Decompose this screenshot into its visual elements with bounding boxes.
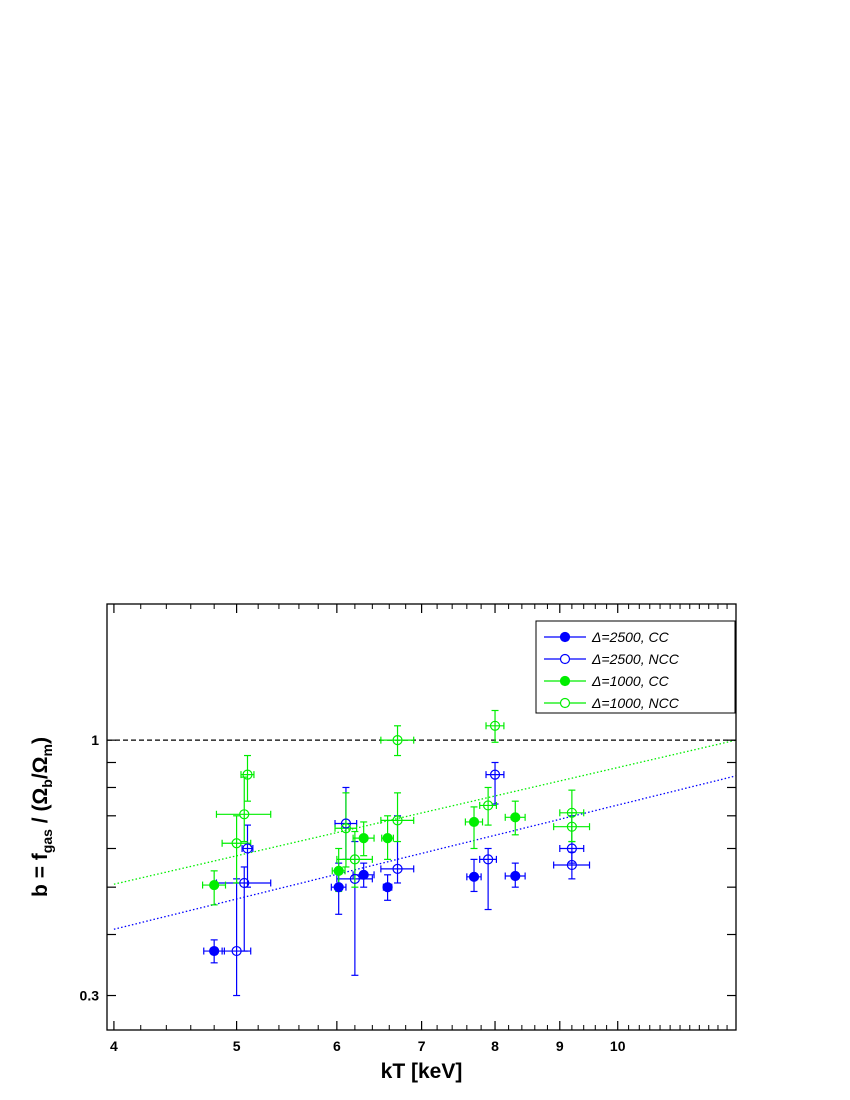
data-point (566, 843, 577, 854)
legend-entry: Δ=2500, NCC (544, 651, 680, 667)
y-axis-label-sub-b: b (39, 779, 55, 788)
error-bar (240, 754, 255, 802)
data-point (333, 882, 344, 893)
y-axis-label-div: / (Ω (29, 788, 52, 829)
x-tick-label: 5 (233, 1038, 241, 1054)
error-bar (479, 847, 498, 911)
legend-label: Δ=1000, CC (591, 673, 670, 689)
data-point (392, 815, 403, 826)
data-point (489, 720, 501, 731)
legend-marker (559, 653, 571, 665)
data-point (231, 838, 242, 849)
legend-label: Δ=2500, NCC (591, 651, 680, 667)
x-tick-label: 7 (418, 1038, 426, 1054)
error-bars (201, 709, 591, 997)
y-axis-label: b = fgas / (Ωb/Ωm) (29, 737, 55, 897)
data-point (209, 879, 220, 891)
y-tick-label: 0.3 (80, 988, 100, 1004)
error-bar (485, 709, 505, 743)
error-bar (464, 806, 484, 850)
legend-marker (559, 631, 571, 643)
data-point (468, 871, 480, 882)
y-tick-label: 1 (91, 732, 99, 748)
legend-marker (559, 675, 571, 687)
y-axis-label-sub-m: m (39, 744, 55, 756)
data-point (382, 882, 393, 893)
data-point (242, 843, 253, 854)
data-point (239, 877, 250, 889)
data-point (340, 823, 352, 834)
axis-ticks (107, 604, 736, 1030)
legend-marker (559, 697, 571, 709)
data-point (566, 821, 577, 832)
data-point (483, 854, 494, 865)
data-point (358, 869, 369, 880)
data-point (209, 945, 220, 957)
data-point (468, 816, 480, 828)
x-tick-label: 8 (491, 1038, 499, 1054)
data-point (239, 809, 250, 820)
data-point (358, 833, 369, 844)
legend-entry: Δ=1000, NCC (544, 695, 680, 711)
data-point (489, 769, 501, 780)
error-bar (215, 866, 272, 952)
y-axis-label-sub-gas: gas (39, 829, 55, 853)
x-tick-label: 9 (556, 1038, 564, 1054)
error-bar (380, 725, 415, 757)
error-bar (336, 830, 373, 888)
legend-label: Δ=1000, NCC (591, 695, 680, 711)
legend-entry: Δ=1000, CC (544, 673, 670, 689)
legend-label: Δ=2500, CC (591, 629, 670, 645)
data-point (340, 818, 352, 829)
y-axis-label-slash: /Ω (29, 756, 52, 779)
y-axis-label-close: ) (29, 737, 52, 744)
data-point (392, 863, 403, 874)
data-point (392, 735, 403, 746)
y-axis-label-main: b = f (29, 852, 52, 897)
data-point (566, 807, 577, 818)
error-bar (380, 792, 415, 843)
fit-line-0 (113, 775, 737, 930)
data-point (483, 800, 494, 811)
x-tick-label: 4 (110, 1038, 118, 1054)
error-bar (553, 812, 591, 843)
error-bar (221, 815, 252, 884)
fit-line-1 (113, 739, 737, 885)
data-point (242, 769, 253, 780)
data-point (349, 873, 360, 884)
data-point (333, 865, 344, 876)
error-bar (479, 786, 498, 826)
data-markers (209, 720, 577, 957)
x-axis-label: kT [keV] (381, 1060, 463, 1083)
legend-entry: Δ=2500, CC (544, 629, 670, 645)
data-point (382, 833, 393, 844)
legend: Δ=2500, CC Δ=2500, NCC Δ=1000, CC Δ=1000, N… (535, 620, 736, 714)
data-point (510, 870, 521, 882)
error-bar (221, 878, 252, 997)
tick-labels: 4 5 6 7 8 9 10 0.3 1 (80, 732, 626, 1054)
data-point (349, 854, 360, 865)
data-point (231, 945, 242, 957)
data-point (510, 812, 521, 823)
x-tick-label: 10 (610, 1038, 626, 1054)
data-point (566, 859, 577, 871)
fit-lines (113, 739, 737, 930)
x-tick-label: 6 (333, 1038, 341, 1054)
